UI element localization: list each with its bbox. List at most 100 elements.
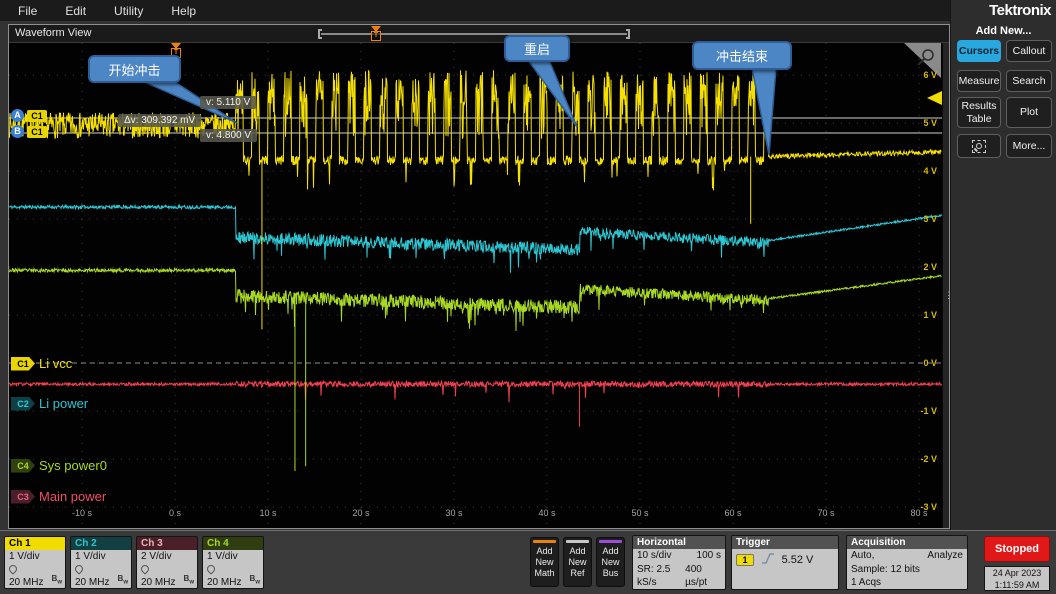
- tektronix-logo: Tektronix: [989, 2, 1051, 19]
- channel-2-badge[interactable]: Ch 2 1 V/div 20 MHzBw: [70, 536, 132, 589]
- record-trigger-marker[interactable]: T: [370, 26, 382, 41]
- channel-label-c1[interactable]: C1 Li vcc: [11, 356, 72, 371]
- trigger-title: Trigger: [732, 536, 838, 549]
- menu-edit[interactable]: Edit: [65, 4, 86, 18]
- channel-1-badge[interactable]: Ch 1 1 V/div 20 MHz Bw: [4, 536, 66, 589]
- plot-button[interactable]: Plot: [1006, 97, 1052, 128]
- add-new-title: Add New...: [951, 25, 1056, 37]
- channel-1-title: Ch 1: [5, 537, 65, 550]
- channel-label-c2[interactable]: C2 Li power: [11, 396, 88, 411]
- acquisition-analyze: Analyze: [927, 549, 963, 563]
- c3-name: Main power: [39, 489, 106, 504]
- sidebar: Tektronix Add New... Cursors Callout Mea…: [950, 0, 1056, 530]
- channel-2-bandwidth: 20 MHz: [75, 577, 109, 589]
- more-button[interactable]: More...: [1006, 134, 1052, 158]
- cursor-a-letter: A: [11, 109, 24, 122]
- rising-edge-icon: [761, 552, 775, 565]
- channel-1-scale: 1 V/div: [9, 550, 61, 563]
- time-tick-label: 20 s: [341, 508, 381, 518]
- datetime-display: 24 Apr 2023 1:11:59 AM: [984, 566, 1050, 591]
- channel-4-scale: 1 V/div: [207, 550, 259, 563]
- add-new-bus-button[interactable]: Add New Bus: [596, 537, 625, 587]
- volt-tick-label: 1 V: [907, 310, 937, 320]
- callout-shock-start[interactable]: 开始冲击: [88, 55, 181, 83]
- trigger-panel[interactable]: Trigger 1 5.52 V: [731, 535, 839, 590]
- graticule: T A C1 B C1 v: 5.110 V Δv: 309.392 mV v:…: [9, 43, 942, 528]
- time-tick-label: 50 s: [620, 508, 660, 518]
- bandwidth-limit-icon: Bw: [52, 573, 62, 589]
- search-button[interactable]: Search: [1006, 70, 1052, 92]
- plot-scrollbar[interactable]: ⋮: [942, 43, 949, 528]
- channel-3-title: Ch 3: [137, 537, 197, 550]
- time: 1:11:59 AM: [985, 579, 1049, 591]
- channel-3-bandwidth: 20 MHz: [141, 577, 175, 589]
- add-new-ref-button[interactable]: Add New Ref: [563, 537, 592, 587]
- time-tick-label: 80 s: [899, 508, 939, 518]
- volt-tick-label: -1 V: [907, 406, 937, 416]
- time-tick-label: 40 s: [527, 508, 567, 518]
- c4-name: Sys power0: [39, 458, 107, 473]
- add-new-math-button[interactable]: Add New Math: [530, 537, 559, 587]
- cursor-b-badge[interactable]: B C1: [11, 125, 47, 138]
- time-tick-label: 0 s: [155, 508, 195, 518]
- menu-utility[interactable]: Utility: [114, 4, 143, 18]
- marquee-zoom-icon: [972, 140, 986, 153]
- c1-name: Li vcc: [39, 356, 72, 371]
- menu-bar: File Edit Utility Help: [0, 0, 950, 21]
- settings-bar: Ch 1 1 V/div 20 MHz Bw Ch 2 1 V/div 20 MH…: [0, 530, 1056, 594]
- waveform-view-tab[interactable]: Waveform View: [15, 27, 91, 39]
- date: 24 Apr 2023: [985, 567, 1049, 579]
- menu-help[interactable]: Help: [171, 4, 196, 18]
- acquisition-count: 1 Acqs: [851, 576, 881, 590]
- bandwidth-limit-icon: Bw: [184, 573, 194, 589]
- channel-4-title: Ch 4: [203, 537, 263, 550]
- channel-label-c4[interactable]: C4 Sys power0: [11, 458, 107, 473]
- horizontal-span: 100 s: [697, 549, 721, 563]
- volt-tick-label: 0 V: [907, 358, 937, 368]
- run-stop-button[interactable]: Stopped: [984, 536, 1050, 562]
- record-view-bar[interactable]: T: [318, 25, 630, 43]
- channel-label-c3[interactable]: C3 Main power: [11, 489, 106, 504]
- trigger-source-badge: 1: [736, 554, 754, 566]
- cursor-delta-readout: Δv: 309.392 mV: [118, 114, 201, 127]
- callout-reboot[interactable]: 重启: [504, 35, 570, 62]
- zoom-select-button[interactable]: [957, 134, 1001, 158]
- time-tick-label: 30 s: [434, 508, 474, 518]
- measure-button[interactable]: Measure: [957, 70, 1001, 92]
- volt-tick-label: 4 V: [907, 166, 937, 176]
- cursor-a-readout: v: 5.110 V: [200, 96, 256, 109]
- sample-rate: SR: 2.5 kS/s: [637, 563, 685, 590]
- callout-button[interactable]: Callout: [1006, 40, 1052, 62]
- channel-3-badge[interactable]: Ch 3 2 V/div 20 MHzBw: [136, 536, 198, 589]
- channel-4-bandwidth: 20 MHz: [207, 577, 241, 589]
- acquisition-title: Acquisition: [847, 536, 967, 549]
- cursor-b-source-tag: C1: [27, 126, 47, 138]
- channel-2-title: Ch 2: [71, 537, 131, 550]
- cursors-button[interactable]: Cursors: [957, 40, 1001, 62]
- volt-tick-label: 3 V: [907, 214, 937, 224]
- acquisition-panel[interactable]: Acquisition Auto,Analyze Sample: 12 bits…: [846, 535, 968, 590]
- horizontal-panel[interactable]: Horizontal 10 s/div100 s SR: 2.5 kS/s400…: [632, 535, 726, 590]
- menu-file[interactable]: File: [18, 4, 37, 18]
- results-table-button[interactable]: Results Table: [957, 97, 1001, 128]
- cursor-b-readout: v: 4.800 V: [200, 129, 257, 142]
- trigger-t-icon: T: [371, 31, 381, 41]
- volt-tick-label: 5 V: [907, 118, 937, 128]
- time-tick-label: 10 s: [248, 508, 288, 518]
- waveform-view-header: Waveform View T: [9, 25, 949, 43]
- channel-1-bandwidth: 20 MHz: [9, 577, 43, 589]
- cursor-a-badge[interactable]: A C1: [11, 109, 47, 122]
- c2-tag: C2: [11, 397, 35, 411]
- c3-tag: C3: [11, 490, 35, 504]
- trigger-level: 5.52 V: [782, 554, 814, 566]
- channel-4-badge[interactable]: Ch 4 1 V/div 20 MHzBw: [202, 536, 264, 589]
- callout-shock-end[interactable]: 冲击结束: [692, 41, 792, 70]
- time-tick-label: 60 s: [713, 508, 753, 518]
- trigger-position: T18%: [691, 590, 721, 591]
- record-length: RL: 250 kpts: [637, 590, 691, 591]
- time-tick-label: 70 s: [806, 508, 846, 518]
- waveform-panel: Waveform View T T A C1 B: [8, 24, 950, 529]
- bandwidth-limit-icon: Bw: [118, 573, 128, 589]
- volt-tick-label: -2 V: [907, 454, 937, 464]
- cursor-a-source-tag: C1: [27, 110, 47, 122]
